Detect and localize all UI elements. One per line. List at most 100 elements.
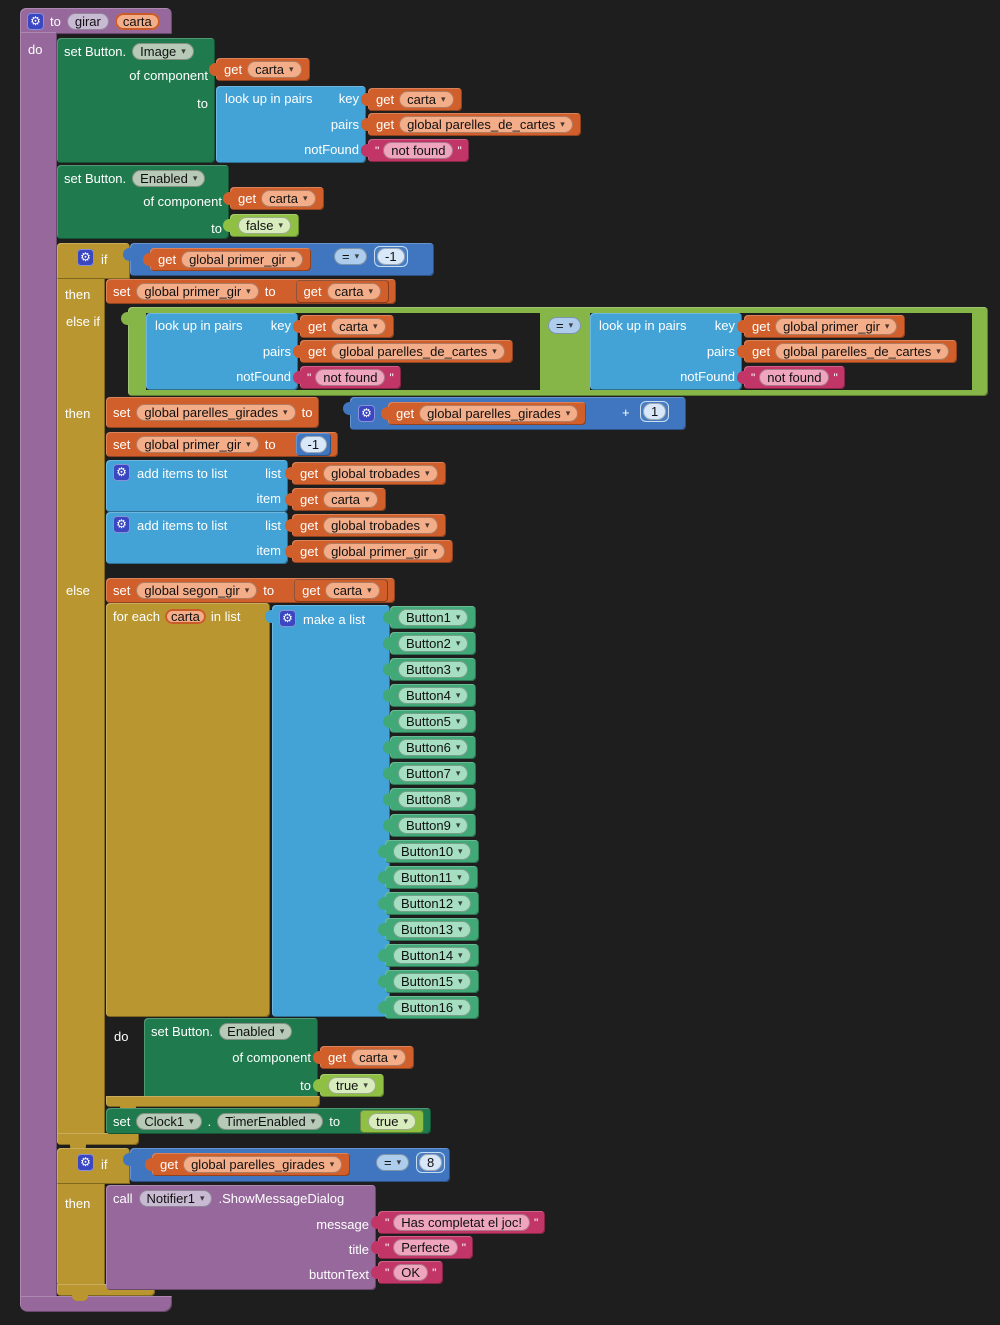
number-field[interactable]: 1 [643,403,667,420]
logic-true-block[interactable]: true [360,1109,425,1133]
get-parelles-girades-block[interactable]: get global parelles_girades [144,1153,351,1176]
set-primer-gir-block[interactable]: set global primer_gir to get carta [106,279,397,304]
component-dropdown[interactable]: Button5 [398,713,469,730]
loop-variable-field[interactable]: carta [164,609,206,624]
component-dropdown[interactable]: Button3 [398,661,469,678]
component-dropdown[interactable]: Button13 [393,921,471,938]
get-parelles-de-cartes-block[interactable]: get global parelles_de_cartes [293,340,513,363]
mutator-gear-icon[interactable]: ⚙ [77,1154,94,1171]
variable-dropdown-carta[interactable]: carta [326,283,382,300]
lookup-pairs-block-3[interactable]: look up in pairs key pairs notFound [590,313,742,390]
text-string-field[interactable]: not found [383,142,454,159]
add-items-to-list-block-1[interactable]: ⚙ add items to list list item [106,460,288,512]
variable-dropdown-carta[interactable]: carta [331,318,386,335]
component-block-button3[interactable]: Button3 [382,658,477,681]
variable-dropdown-parelles-girades[interactable]: global parelles_girades [183,1156,343,1173]
component-block-button12[interactable]: Button12 [378,892,479,915]
procedure-param-field[interactable]: carta [114,12,160,30]
title-text-block[interactable]: " Perfecte " [371,1236,473,1259]
variable-dropdown-primer-gir[interactable]: global primer_gir [136,283,259,300]
get-carta-block[interactable]: get carta [223,187,324,210]
component-block-button6[interactable]: Button6 [382,736,477,759]
lookup-pairs-block-1[interactable]: look up in pairs key pairs notFound [216,86,366,163]
variable-dropdown-parelles-girades[interactable]: global parelles_girades [136,404,296,421]
variable-dropdown-primer-gir[interactable]: global primer_gir [775,318,898,335]
component-dropdown[interactable]: Button2 [398,635,469,652]
variable-dropdown-primer-gir[interactable]: global primer_gir [181,251,304,268]
set-button-enabled-block[interactable]: set Button. Enabled of component to [57,165,229,239]
get-carta-block[interactable]: get carta [294,579,388,602]
procedure-name-field[interactable]: girar [66,12,109,30]
get-primer-gir-block[interactable]: get global primer_gir [142,248,312,271]
get-parelles-de-cartes-block[interactable]: get global parelles_de_cartes [737,340,957,363]
set-primer-gir-block[interactable]: set global primer_gir to -1 [106,432,339,457]
get-carta-block[interactable]: get carta [361,88,462,111]
get-carta-block[interactable]: get carta [313,1046,414,1069]
component-block-button7[interactable]: Button7 [382,762,477,785]
variable-dropdown-trobades[interactable]: global trobades [323,465,438,482]
variable-dropdown-carta[interactable]: carta [261,190,316,207]
variable-dropdown-primer-gir[interactable]: global primer_gir [323,543,446,560]
for-each-block-footer[interactable] [106,1096,320,1107]
component-block-button13[interactable]: Button13 [378,918,479,941]
component-dropdown[interactable]: Button9 [398,817,469,834]
set-button-image-block[interactable]: set Button. Image of component to [57,38,215,163]
comparison-operator-dropdown[interactable]: = [548,317,582,334]
property-dropdown-enabled[interactable]: Enabled [219,1023,293,1040]
procedure-block-header[interactable]: ⚙ to girar carta [20,8,172,34]
component-block-button5[interactable]: Button5 [382,710,477,733]
logic-dropdown-false[interactable]: false [238,217,291,234]
call-notifier-show-message-dialog-block[interactable]: call Notifier1 .ShowMessageDialog messag… [106,1185,376,1290]
not-found-text-block[interactable]: " not found " [737,366,845,389]
component-dropdown[interactable]: Button10 [393,843,471,860]
get-carta-block[interactable]: get carta [285,488,386,511]
set-button-enabled-block-2[interactable]: set Button. Enabled of component to [144,1018,318,1102]
component-block-button11[interactable]: Button11 [378,866,478,889]
get-trobades-block[interactable]: get global trobades [285,462,446,485]
button-text-text-block[interactable]: " OK " [370,1261,444,1284]
logic-dropdown-true[interactable]: true [328,1077,376,1094]
component-block-button9[interactable]: Button9 [382,814,477,837]
logic-true-block[interactable]: true [313,1074,384,1097]
variable-dropdown-parelles-de-cartes[interactable]: global parelles_de_cartes [775,343,949,360]
variable-dropdown-primer-gir[interactable]: global primer_gir [136,436,259,453]
variable-dropdown-carta[interactable]: carta [325,582,380,599]
component-dropdown[interactable]: Button16 [393,999,471,1016]
if-block-header[interactable]: ⚙ if [57,243,130,279]
mutator-gear-icon[interactable]: ⚙ [113,464,130,481]
add-items-to-list-block-2[interactable]: ⚙ add items to list list item [106,512,288,564]
text-string-field[interactable]: not found [759,369,830,386]
set-parelles-girades-block[interactable]: set global parelles_girades to [106,397,320,428]
property-dropdown-enabled[interactable]: Enabled [132,169,206,187]
if-block-spine[interactable] [57,243,105,1145]
component-block-button10[interactable]: Button10 [378,840,479,863]
get-primer-gir-block[interactable]: get global primer_gir [284,540,454,563]
number-field[interactable]: -1 [299,436,328,453]
component-dropdown[interactable]: Button4 [398,687,469,704]
component-dropdown[interactable]: Button11 [393,869,470,886]
not-found-text-block[interactable]: " not found " [361,139,469,162]
variable-dropdown-trobades[interactable]: global trobades [323,517,438,534]
logic-false-block[interactable]: false [223,214,299,237]
component-block-button8[interactable]: Button8 [382,788,477,811]
if-block-2-header[interactable]: ⚙ if [57,1148,130,1184]
get-carta-block[interactable]: get carta [293,315,394,338]
text-string-field[interactable]: OK [393,1264,429,1281]
component-block-button1[interactable]: Button1 [382,606,477,629]
get-carta-block[interactable]: get carta [209,58,310,81]
variable-dropdown-parelles-girades[interactable]: global parelles_girades [419,405,579,422]
number-field[interactable]: 8 [419,1154,443,1171]
get-parelles-girades-block[interactable]: get global parelles_girades [380,402,587,425]
component-block-button4[interactable]: Button4 [382,684,477,707]
component-block-button2[interactable]: Button2 [382,632,477,655]
component-block-button14[interactable]: Button14 [378,944,479,967]
number-neg-one-block[interactable]: -1 [295,433,332,456]
logic-dropdown-true[interactable]: true [368,1112,417,1130]
get-parelles-de-cartes-block[interactable]: get global parelles_de_cartes [361,113,581,136]
get-carta-block[interactable]: get carta [295,280,390,303]
property-dropdown-timer-enabled[interactable]: TimerEnabled [217,1112,324,1130]
lookup-pairs-block-2[interactable]: look up in pairs key pairs notFound [146,313,298,390]
message-text-block[interactable]: " Has completat el joc! " [370,1211,546,1234]
component-dropdown[interactable]: Button1 [398,609,469,626]
mutator-gear-icon[interactable]: ⚙ [77,249,94,266]
